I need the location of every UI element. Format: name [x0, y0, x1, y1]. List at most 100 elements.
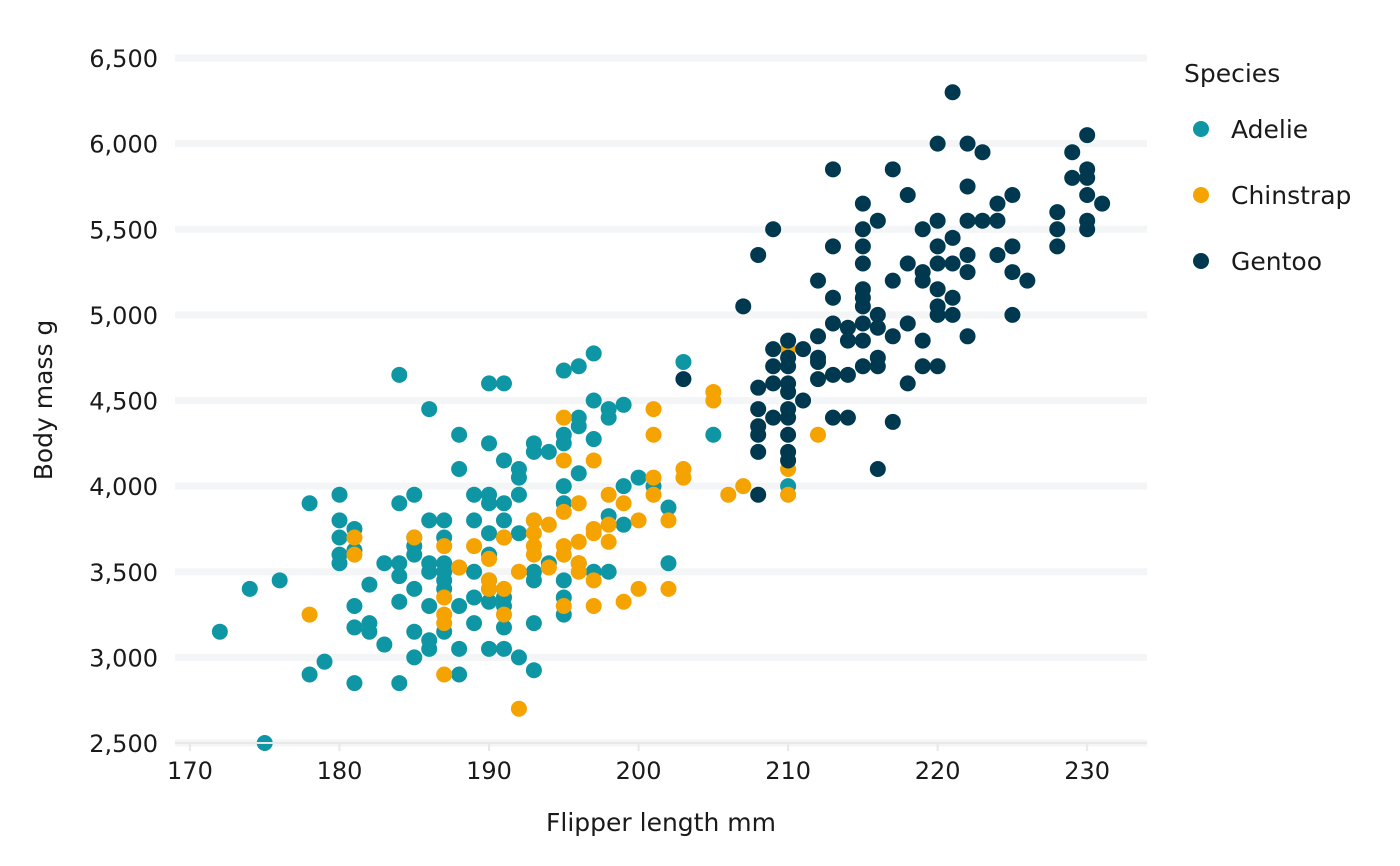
point-adelie — [585, 392, 602, 409]
point-chinstrap — [675, 469, 692, 486]
point-adelie — [391, 593, 408, 610]
point-adelie — [615, 478, 632, 495]
point-adelie — [495, 512, 512, 529]
x-tick-label: 200 — [616, 757, 662, 785]
point-chinstrap — [495, 606, 512, 623]
point-gentoo — [944, 306, 961, 323]
point-adelie — [466, 589, 483, 606]
point-adelie — [391, 568, 408, 585]
point-chinstrap — [630, 512, 647, 529]
point-gentoo — [824, 161, 841, 178]
point-gentoo — [839, 366, 856, 383]
point-adelie — [555, 572, 572, 589]
point-gentoo — [795, 392, 812, 409]
point-adelie — [421, 401, 438, 418]
point-gentoo — [1004, 238, 1021, 255]
point-adelie — [660, 499, 677, 516]
point-adelie — [391, 555, 408, 572]
point-gentoo — [854, 315, 871, 332]
point-chinstrap — [615, 495, 632, 512]
point-gentoo — [810, 353, 827, 370]
point-adelie — [555, 362, 572, 379]
point-adelie — [271, 572, 288, 589]
legend-label-chinstrap: Chinstrap — [1231, 181, 1351, 210]
point-gentoo — [839, 332, 856, 349]
point-gentoo — [765, 358, 782, 375]
y-tick-label: 5,000 — [89, 302, 158, 330]
point-gentoo — [765, 221, 782, 238]
point-chinstrap — [780, 486, 797, 503]
point-gentoo — [1019, 272, 1036, 289]
point-chinstrap — [585, 452, 602, 469]
point-gentoo — [780, 358, 797, 375]
point-adelie — [451, 426, 468, 443]
point-adelie — [481, 593, 498, 610]
point-gentoo — [929, 358, 946, 375]
point-adelie — [466, 615, 483, 632]
point-adelie — [481, 375, 498, 392]
point-adelie — [376, 555, 393, 572]
point-chinstrap — [570, 533, 587, 550]
point-adelie — [525, 443, 542, 460]
point-adelie — [570, 418, 587, 435]
y-tick-label: 5,500 — [89, 216, 158, 244]
point-adelie — [451, 598, 468, 614]
point-gentoo — [944, 255, 961, 272]
point-adelie — [585, 345, 602, 362]
point-chinstrap — [481, 580, 498, 597]
point-gentoo — [1079, 127, 1096, 144]
point-chinstrap — [615, 593, 632, 610]
point-adelie — [495, 375, 512, 392]
point-gentoo — [869, 358, 886, 375]
point-adelie — [391, 675, 408, 692]
point-gentoo — [884, 413, 901, 430]
point-gentoo — [899, 255, 916, 272]
point-adelie — [361, 623, 378, 640]
point-chinstrap — [436, 666, 453, 683]
point-gentoo — [1004, 264, 1021, 281]
point-gentoo — [824, 289, 841, 306]
point-adelie — [466, 512, 483, 529]
legend: Species Adelie Chinstrap Gentoo — [1184, 59, 1351, 276]
point-adelie — [481, 495, 498, 512]
point-chinstrap — [810, 426, 827, 443]
point-gentoo — [780, 452, 797, 469]
point-chinstrap — [540, 516, 557, 533]
legend-title: Species — [1184, 59, 1280, 88]
point-gentoo — [974, 212, 991, 229]
point-chinstrap — [466, 538, 483, 555]
point-chinstrap — [645, 401, 662, 418]
y-tick-label: 4,500 — [89, 388, 158, 416]
point-chinstrap — [555, 452, 572, 469]
point-chinstrap — [735, 478, 752, 495]
point-gentoo — [959, 246, 976, 263]
point-gentoo — [750, 379, 767, 396]
point-adelie — [615, 516, 632, 533]
point-adelie — [406, 546, 423, 563]
point-gentoo — [765, 341, 782, 358]
x-tick-label: 210 — [765, 757, 811, 785]
point-gentoo — [929, 255, 946, 272]
point-chinstrap — [555, 598, 572, 614]
point-adelie — [331, 486, 348, 503]
point-chinstrap — [705, 392, 722, 409]
point-gentoo — [914, 358, 931, 375]
point-adelie — [421, 640, 438, 657]
point-adelie — [436, 512, 453, 529]
point-gentoo — [780, 383, 797, 400]
point-adelie — [495, 495, 512, 512]
point-chinstrap — [585, 598, 602, 614]
point-gentoo — [675, 371, 692, 388]
point-chinstrap — [451, 559, 468, 576]
point-gentoo — [824, 366, 841, 383]
point-gentoo — [989, 246, 1006, 263]
point-chinstrap — [600, 516, 617, 533]
point-adelie — [495, 619, 512, 636]
point-gentoo — [929, 281, 946, 298]
point-chinstrap — [346, 546, 363, 563]
point-adelie — [406, 649, 423, 666]
point-gentoo — [810, 272, 827, 289]
point-gentoo — [1049, 221, 1066, 238]
point-adelie — [406, 580, 423, 597]
point-adelie — [331, 512, 348, 529]
